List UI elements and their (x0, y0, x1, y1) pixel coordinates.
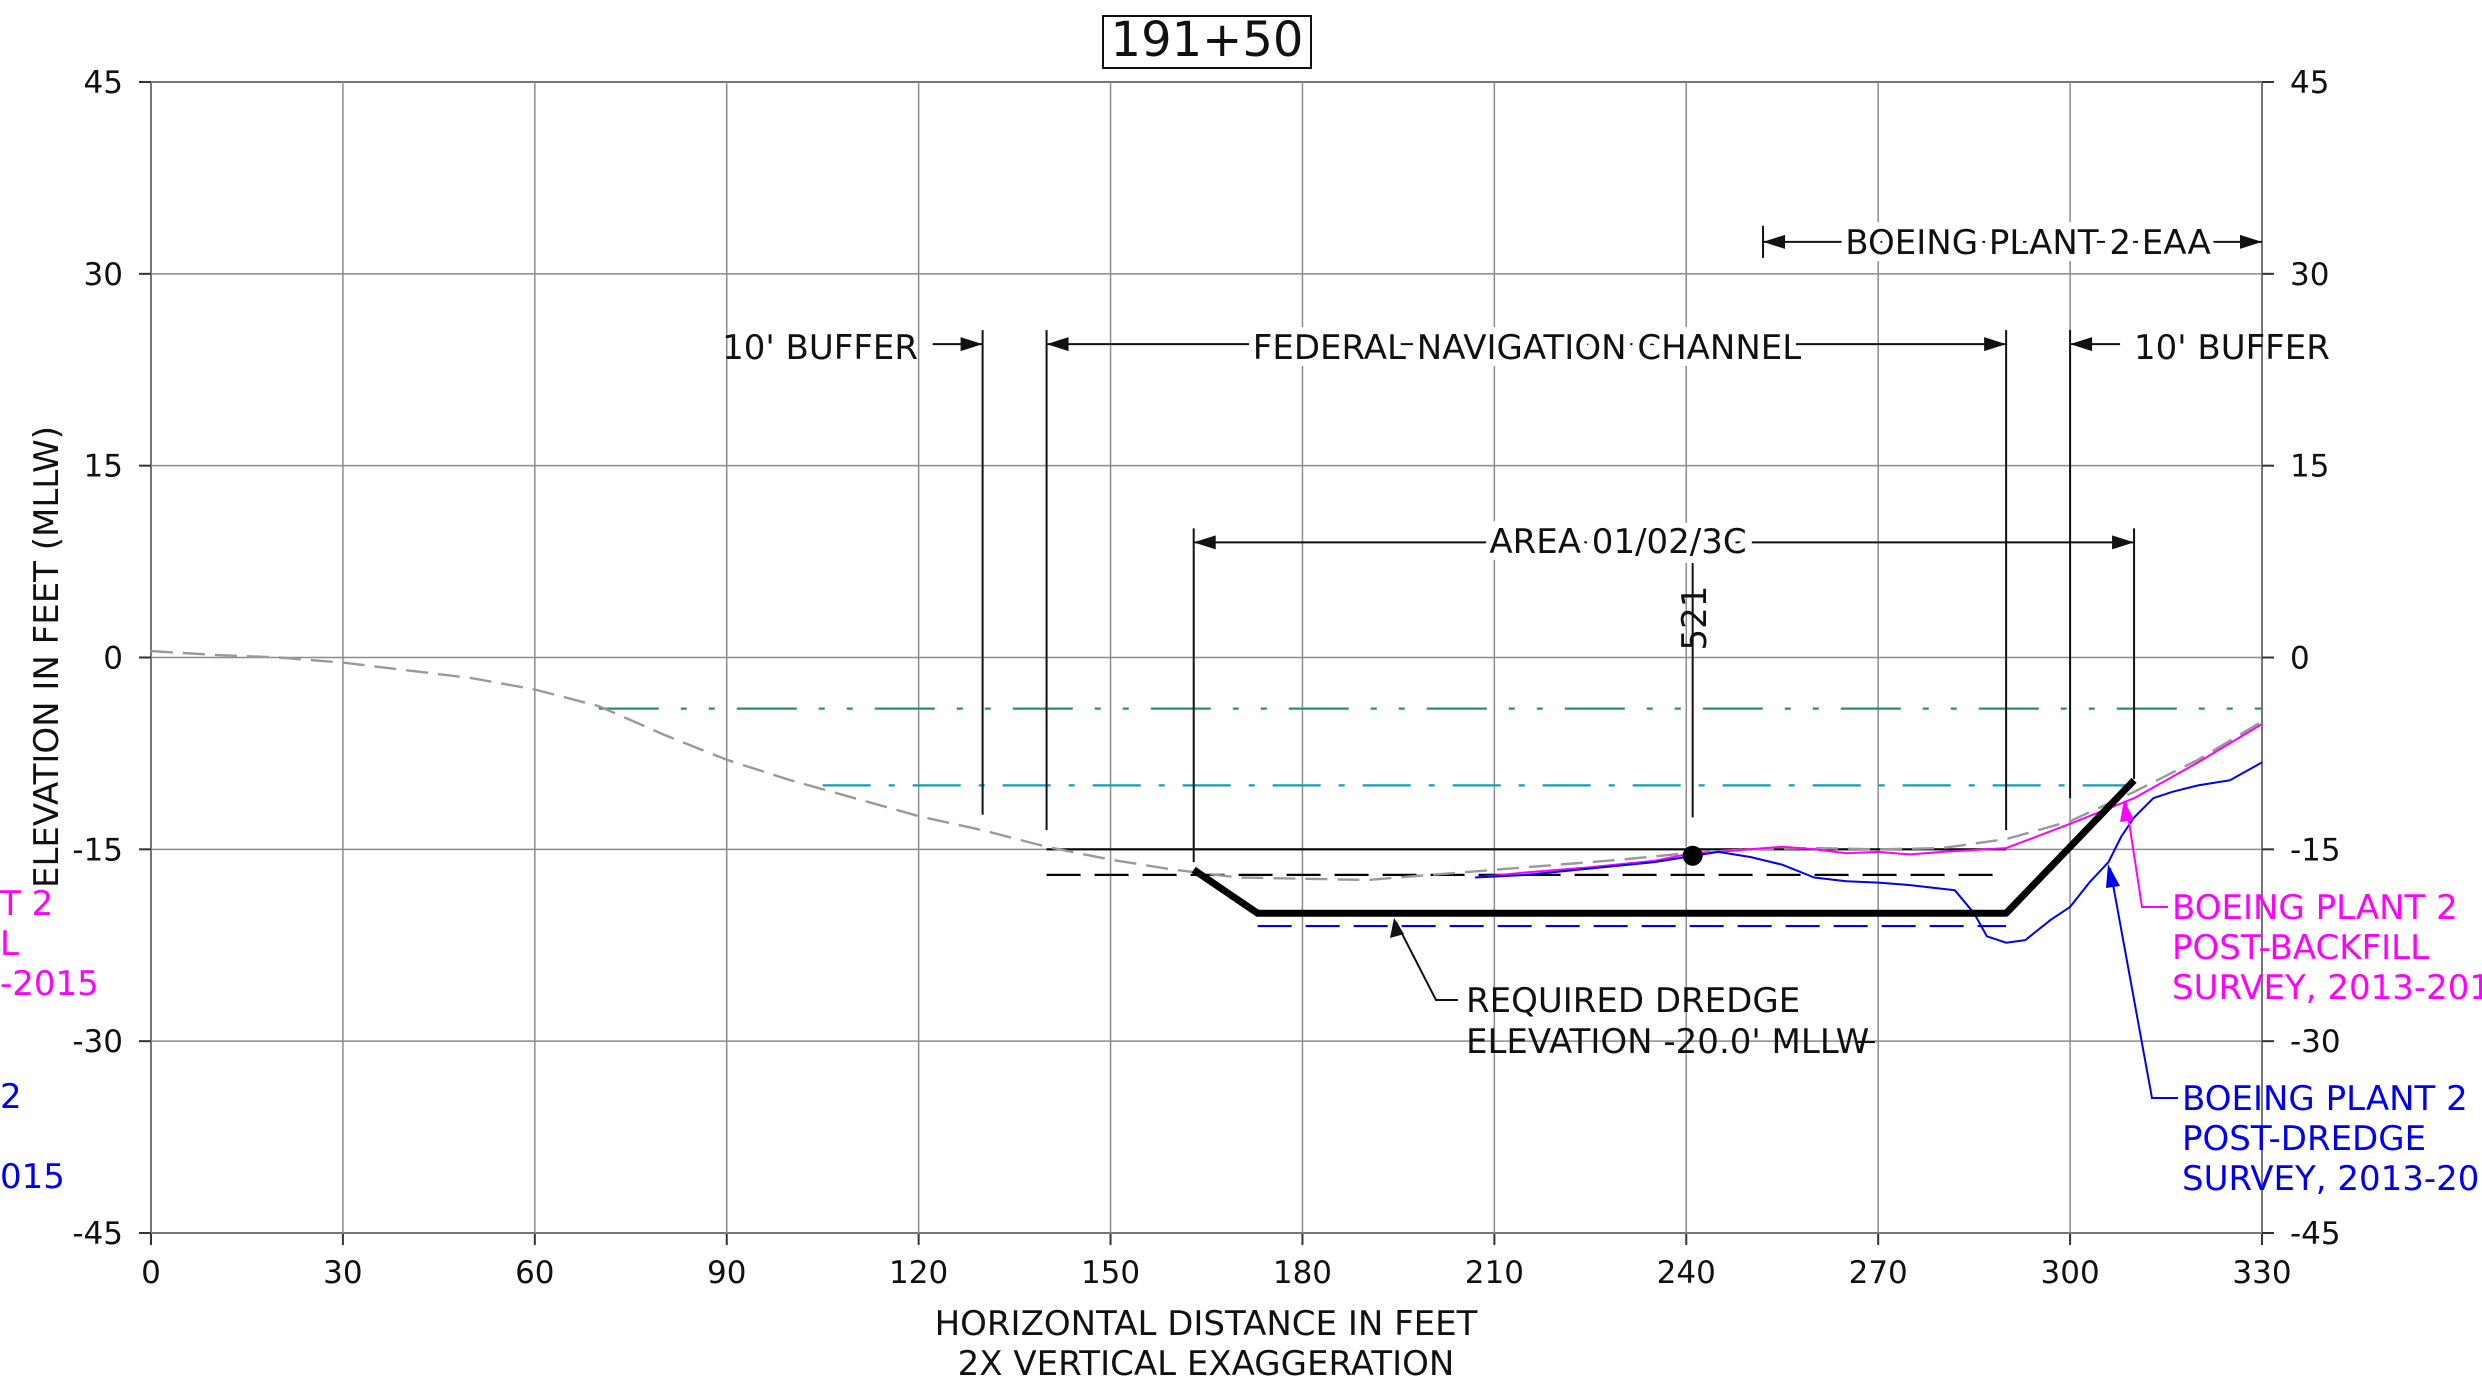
x-axis-label-2: 2X VERTICAL EXAGGERATION (958, 1344, 1455, 1384)
x-tick-label: 90 (707, 1255, 746, 1291)
span-label-boeing-eaa: BOEING PLANT 2 EAA (1845, 223, 2210, 263)
y-tick-label-right: 45 (2290, 65, 2329, 101)
span-label-fed-channel-bg: FEDERAL NAVIGATION CHANNEL (1253, 328, 1801, 368)
backfill-leader-arrow (2120, 800, 2134, 822)
backfill-label-3: SURVEY, 2013-2015 (2172, 968, 2482, 1008)
dredge-leader-arrow (2106, 864, 2120, 888)
backfill-label-1: BOEING PLANT 2 (2172, 888, 2458, 928)
dredge-leader (2109, 867, 2178, 1099)
span-label-boeing-eaa-text: BOEING PLANT 2 EAA (1845, 223, 2210, 263)
backfill-leader (2125, 801, 2168, 908)
x-tick-label: 150 (1081, 1255, 1140, 1291)
x-tick-label: 300 (2041, 1255, 2100, 1291)
reference-lines (598, 707, 2262, 928)
span-fed-channel-arrow-right (1984, 337, 2007, 352)
y-tick-label-left: -30 (72, 1024, 123, 1060)
y-tick-label-right: -30 (2290, 1024, 2341, 1060)
required-dredge-label-1: REQUIRED DREDGE (1466, 981, 1800, 1021)
x-tick-label: 120 (889, 1255, 948, 1291)
y-tick-label-left: -15 (72, 832, 123, 868)
point-marker-label: 521 (1675, 586, 1715, 651)
series-lines (150, 548, 2263, 944)
x-tick-label: 60 (515, 1255, 554, 1291)
point-marker-dot (1682, 845, 1703, 866)
x-tick-label: 180 (1273, 1255, 1332, 1291)
x-tick-label: 240 (1657, 1255, 1716, 1291)
series-line-existing (150, 649, 2263, 882)
y-tick-label-left: 0 (103, 641, 123, 677)
required-dredge-leader (1395, 921, 1458, 1001)
span-buffer-left-arrow (960, 337, 983, 352)
span-label-area: AREA 01/02/3C (1489, 522, 1746, 562)
title-box (1102, 15, 1312, 69)
required-dredge-label-2: ELEVATION -20.0' MLLW (1466, 1022, 1869, 1062)
y-tick-label-left: 30 (84, 257, 123, 293)
y-tick-label-right: -45 (2290, 1216, 2341, 1252)
span-area-arrow-left (1193, 535, 1216, 550)
dimension-spans (932, 225, 2262, 863)
x-tick-label: 0 (141, 1255, 161, 1291)
span-label-area-bg: AREA 01/02/3C (1489, 522, 1746, 562)
span-area-arrow-right (2112, 535, 2135, 550)
dredge-label-2: POST-DREDGE (2182, 1119, 2426, 1159)
y-tick-label-left: 15 (84, 449, 123, 485)
dredge-label-1: BOEING PLANT 2 (2182, 1079, 2468, 1119)
left-backfill-fragment-3: -2015 (0, 964, 99, 1004)
left-dredge-fragment-2: 015 (0, 1157, 65, 1197)
chart-title: 191+50 (1111, 12, 1304, 68)
span-label-fed-channel: FEDERAL NAVIGATION CHANNEL (1253, 328, 1801, 368)
x-tick-label: 330 (2232, 1255, 2291, 1291)
dredge-label-3: SURVEY, 2013-2015 (2182, 1159, 2482, 1199)
grid (139, 81, 2274, 1245)
left-backfill-fragment-1: T 2 (0, 884, 53, 924)
x-tick-label: 210 (1465, 1255, 1524, 1291)
backfill-label-2: POST-BACKFILL (2172, 928, 2429, 968)
y-tick-label-right: 15 (2290, 449, 2329, 485)
y-axis-label: ELEVATION IN FEET (MLLW) (27, 426, 67, 888)
x-axis-label: HORIZONTAL DISTANCE IN FEET (935, 1304, 1478, 1344)
span-buffer-right-arrow (2070, 337, 2093, 352)
span-label-buffer-right: 10' BUFFER (2134, 328, 2330, 368)
x-tick-label: 270 (1849, 1255, 1908, 1291)
y-tick-label-right: 0 (2290, 641, 2310, 677)
left-backfill-fragment-2: L (0, 924, 19, 964)
span-boeing-eaa-arrow-right (2240, 234, 2262, 249)
left-dredge-fragment-1: 2 (0, 1077, 22, 1117)
y-tick-label-left: -45 (72, 1216, 123, 1252)
series-line-required_dredge (1191, 777, 2137, 917)
y-tick-label-right: -15 (2290, 832, 2341, 868)
y-tick-label-right: 30 (2290, 257, 2329, 293)
span-label-buffer-left: 10' BUFFER (722, 328, 918, 368)
series-line-post_backfill (1475, 723, 2263, 879)
span-fed-channel-arrow-left (1046, 337, 1069, 352)
span-boeing-eaa-arrow-left (1763, 234, 1786, 249)
x-tick-label: 30 (323, 1255, 362, 1291)
required-dredge-leader-arrow (1390, 918, 1404, 938)
y-tick-label-left: 45 (84, 65, 123, 101)
